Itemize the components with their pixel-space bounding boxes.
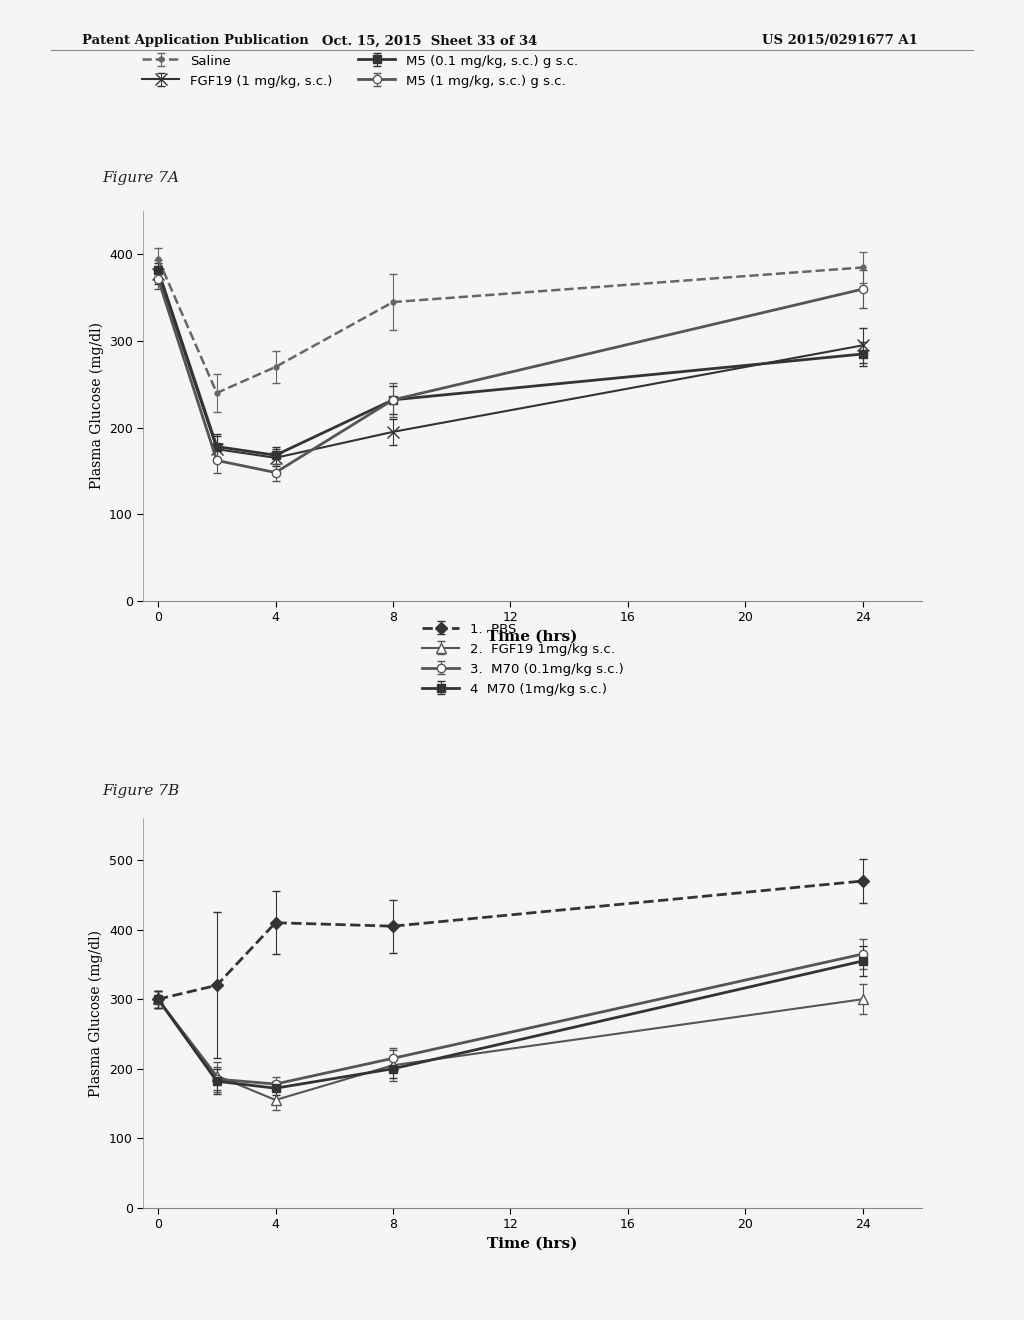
Text: Figure 7B: Figure 7B <box>102 784 179 797</box>
Text: Patent Application Publication: Patent Application Publication <box>82 34 308 48</box>
Legend: 1.  PBS, 2.  FGF19 1mg/kg s.c., 3.  M70 (0.1mg/kg s.c.), 4  M70 (1mg/kg s.c.): 1. PBS, 2. FGF19 1mg/kg s.c., 3. M70 (0.… <box>422 623 624 696</box>
Text: US 2015/0291677 A1: US 2015/0291677 A1 <box>762 34 918 48</box>
Legend: Saline, FGF19 (1 mg/kg, s.c.), M5 (0.1 mg/kg, s.c.) g s.c., M5 (1 mg/kg, s.c.) g: Saline, FGF19 (1 mg/kg, s.c.), M5 (0.1 m… <box>142 54 579 87</box>
X-axis label: Time (hrs): Time (hrs) <box>487 1237 578 1251</box>
Y-axis label: Plasma Glucose (mg/dl): Plasma Glucose (mg/dl) <box>89 322 103 490</box>
Text: Figure 7A: Figure 7A <box>102 172 179 185</box>
Text: Oct. 15, 2015  Sheet 33 of 34: Oct. 15, 2015 Sheet 33 of 34 <box>323 34 538 48</box>
X-axis label: Time (hrs): Time (hrs) <box>487 630 578 644</box>
Y-axis label: Plasma Glucose (mg/dl): Plasma Glucose (mg/dl) <box>89 929 103 1097</box>
